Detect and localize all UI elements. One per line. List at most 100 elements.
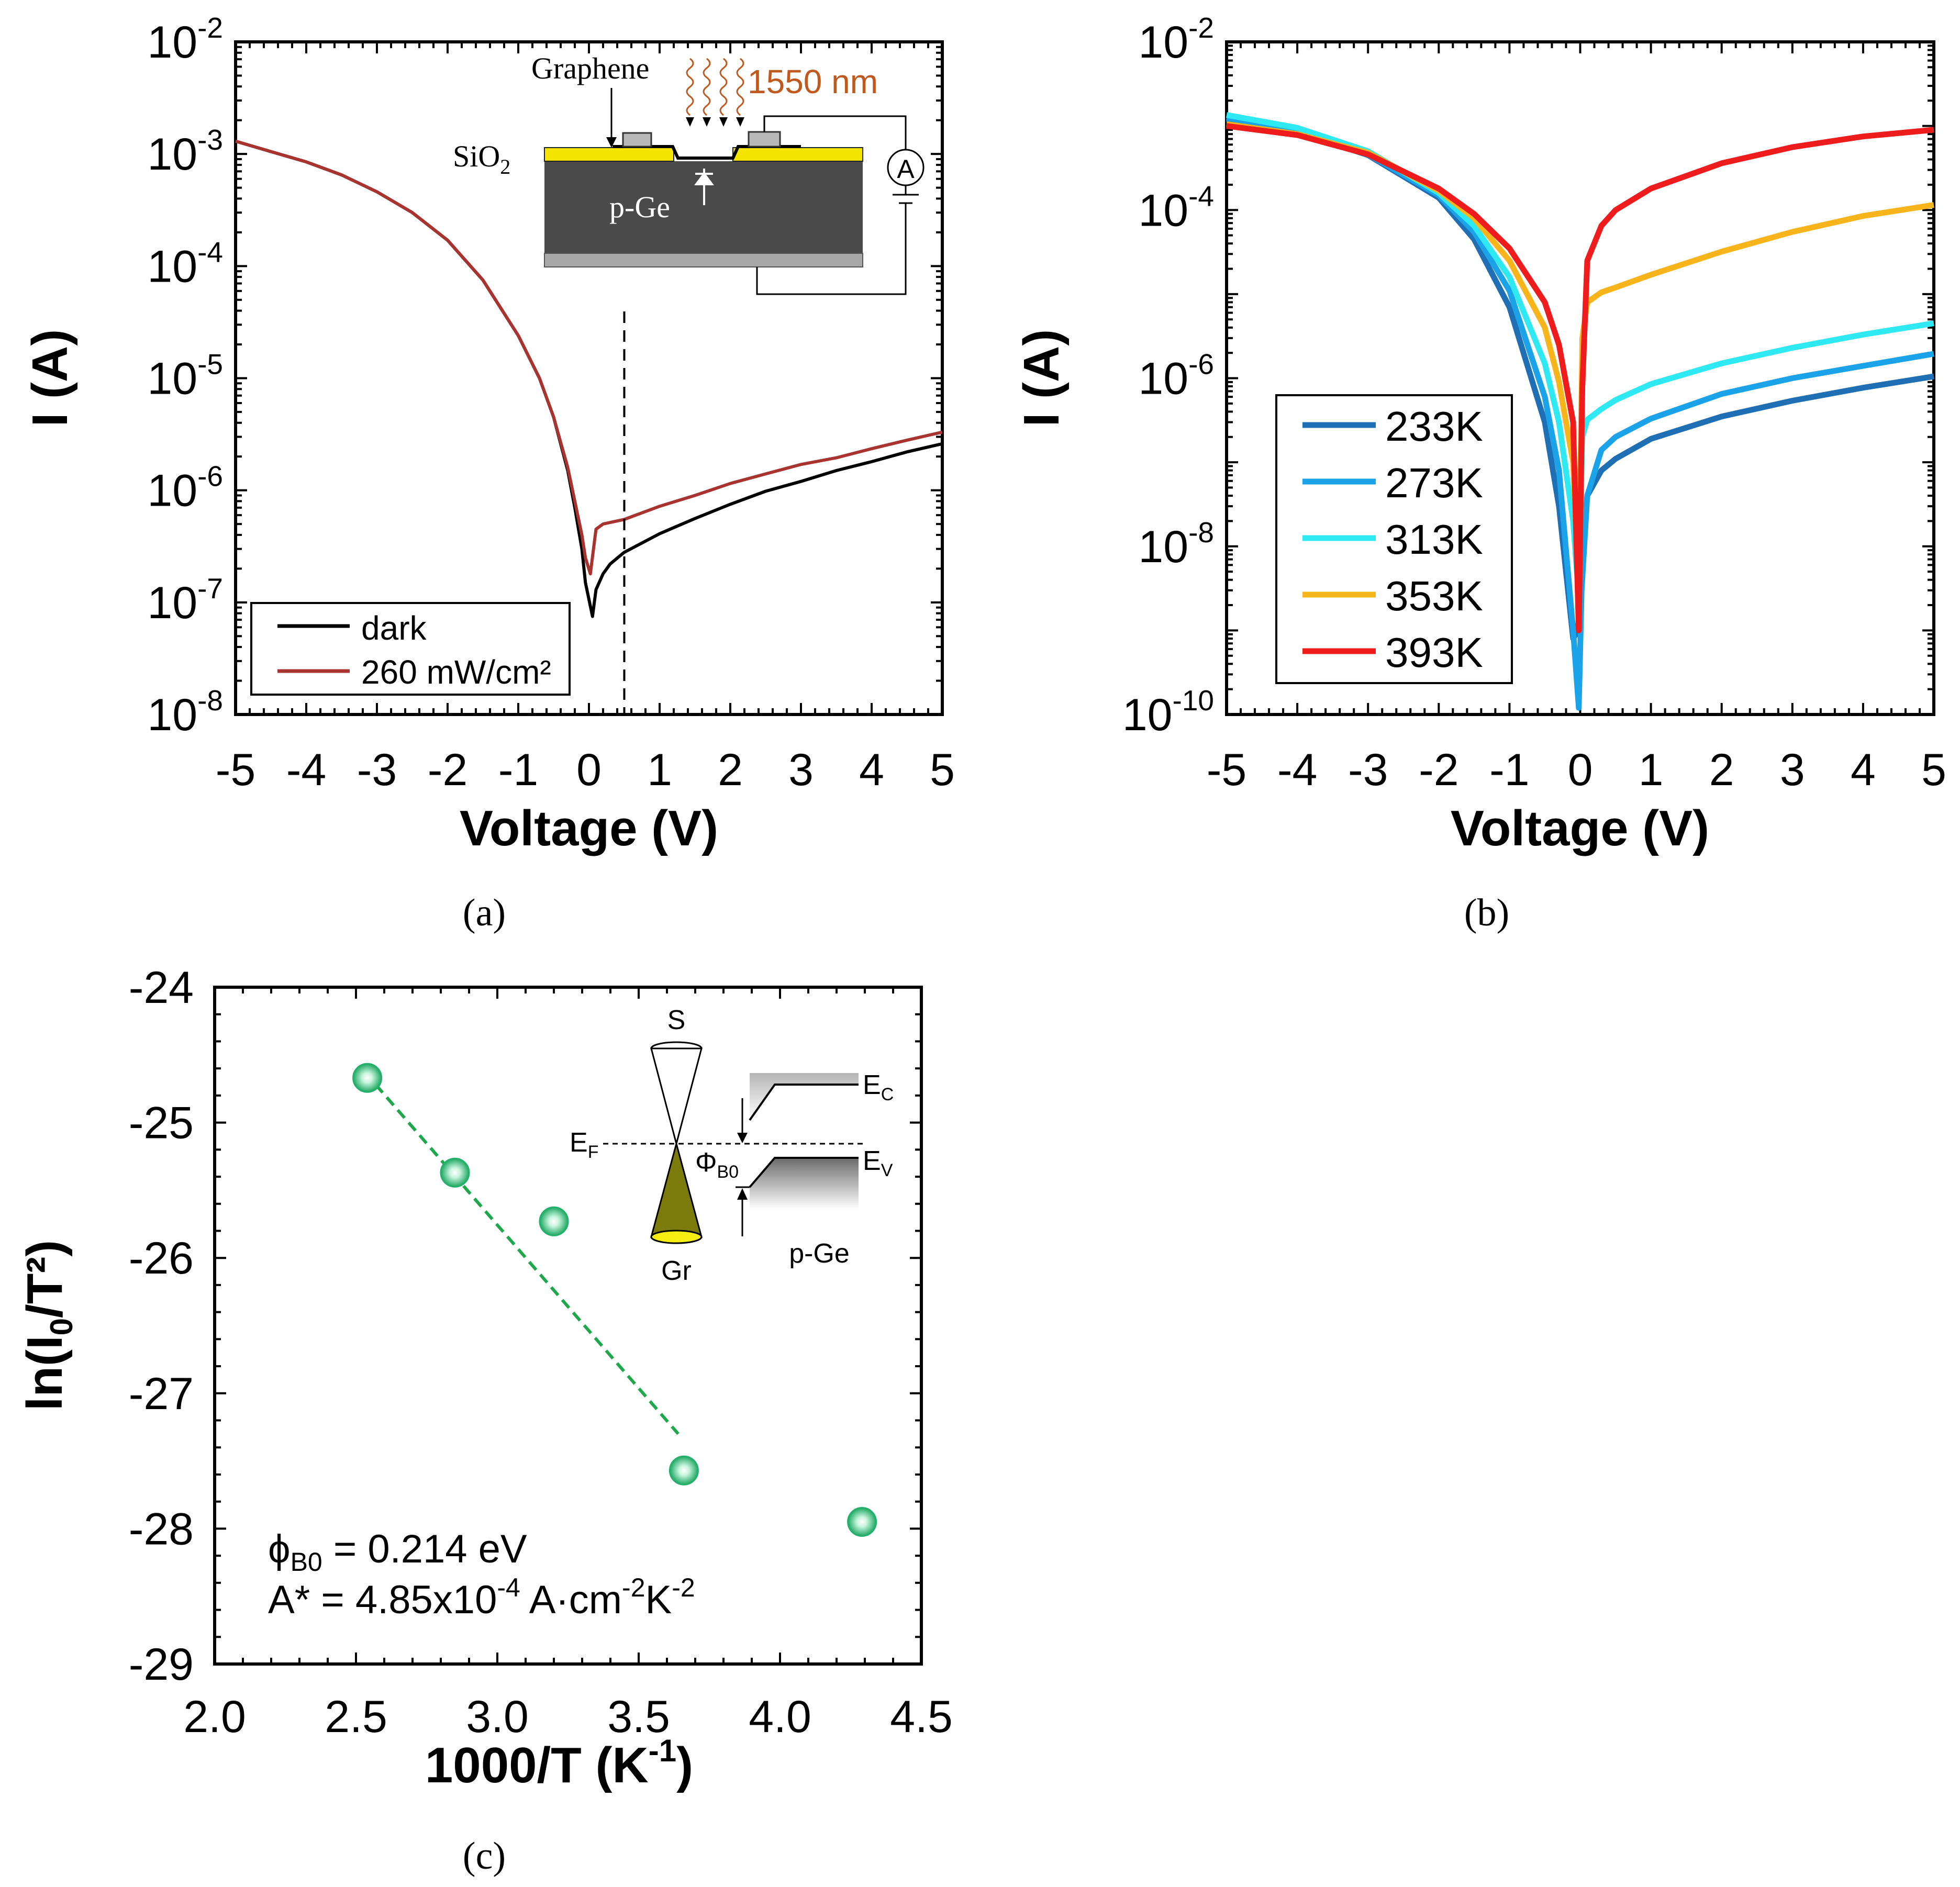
richardson-constant-text: A* = 4.85x10-4 A·cm-2K-2 (268, 1573, 695, 1622)
legend-label-313k: 313K (1385, 516, 1483, 563)
data-point (539, 1206, 569, 1236)
series-line-393k (1226, 123, 1934, 633)
panel-a-ytick-label: 10-5 (147, 348, 223, 404)
panel-a-xlabel: Voltage (V) (460, 800, 718, 856)
inset-s-label: S (667, 1005, 686, 1035)
xtick-label: -1 (498, 745, 538, 795)
xtick-label: 1 (1639, 745, 1664, 795)
legend-label-273k: 273K (1385, 460, 1483, 506)
xtick-label: 5 (1921, 745, 1946, 795)
panel-c-frame (213, 986, 923, 1666)
diode-symbol (694, 169, 714, 205)
ytick-label: -25 (129, 1098, 194, 1148)
inset-ev-label: EV (863, 1146, 893, 1180)
panel-b-ytick-label: 10-10 (1122, 684, 1214, 740)
graphene-pointer-head (606, 137, 617, 148)
panel-c-xtick-labels: 2.0 2.5 3.0 3.5 4.0 4.5 (183, 1692, 953, 1742)
panel-a-legend-box (250, 602, 571, 696)
xtick-label: -2 (428, 745, 467, 795)
xtick-label: -4 (286, 745, 326, 795)
light-arrows (686, 117, 744, 127)
ytick-label: -28 (129, 1504, 194, 1554)
legend-label-393k: 393K (1385, 629, 1483, 676)
ytick-label: -29 (129, 1639, 194, 1690)
lower-dirac-cone (650, 1141, 703, 1238)
xtick-label: 2 (718, 745, 743, 795)
panel-b-ytick-label: 10-2 (1138, 12, 1214, 68)
panel-c: -24 -25 -26 -27 -28 -29 2.0 2.5 3.0 3.5 4.0 4.5 10… (17, 963, 953, 1878)
xtick-label: 0 (576, 745, 602, 795)
measurement-circuit (756, 115, 919, 295)
xtick-label: 4 (859, 745, 884, 795)
band-diagram-inset: S Gr EF EC EV ΦB0 p-Ge (570, 1005, 894, 1286)
panel-a-ytick-label: 10-3 (147, 124, 223, 180)
panel-b: 10-2 10-4 10-6 10-8 10-10 -5 -4 -3 -2 -1 0 1 2 3… (1014, 12, 1946, 934)
inset-p-ge-label: p-Ge (609, 190, 670, 224)
xtick-label: -2 (1419, 745, 1458, 795)
data-point (669, 1455, 699, 1486)
panel-a-ytick-label: 10-6 (147, 460, 223, 516)
xtick-label: 3 (788, 745, 814, 795)
xtick-label: 2 (1709, 745, 1734, 795)
panel-a-series (235, 139, 943, 618)
ammeter-label: A (897, 154, 915, 184)
panel-b-caption: (b) (1464, 891, 1509, 934)
panel-a-frame (234, 40, 944, 716)
panel-a-caption: (a) (463, 891, 506, 934)
barrier-arrow-top-head (737, 1133, 748, 1143)
panel-b-series (1226, 112, 1934, 711)
xtick-label: -4 (1277, 745, 1317, 795)
xtick-label: -3 (357, 745, 397, 795)
xtick-label: 2.0 (183, 1692, 246, 1742)
xtick-label: 0 (1568, 745, 1593, 795)
panel-a-ytick-label: 10-7 (147, 572, 223, 628)
panel-a-xtick-labels: -5 -4 -3 -2 -1 0 1 2 3 4 5 (216, 745, 955, 795)
xtick-label: 5 (930, 745, 955, 795)
data-point (847, 1506, 877, 1537)
barrier-arrow-bottom-head (737, 1188, 748, 1200)
panel-c-ytick-labels: -24 -25 -26 -27 -28 -29 (129, 963, 194, 1690)
sio2-right (732, 147, 863, 162)
xtick-label: 2.5 (325, 1692, 387, 1742)
data-point (352, 1063, 383, 1093)
xtick-label: 4 (1851, 745, 1876, 795)
panel-a-ytick-labels: 10-2 10-3 10-4 10-5 10-6 10-7 10-8 (147, 12, 223, 740)
inset-graphene-label: Graphene (531, 51, 649, 85)
panel-b-ytick-label: 10-4 (1138, 180, 1214, 236)
inset-phi-label: ΦB0 (695, 1147, 739, 1182)
upper-dirac-cone (650, 1047, 703, 1147)
legend-label-illuminated: 260 mW/cm² (361, 653, 551, 691)
light-wave-icon (686, 58, 744, 116)
panel-c-ylabel: ln(I0/T²) (17, 1240, 79, 1411)
xtick-label: 4.0 (749, 1692, 811, 1742)
inset-gr-label: Gr (661, 1256, 692, 1286)
legend-label-233k: 233K (1385, 403, 1483, 450)
panel-c-fit-line (374, 1084, 680, 1435)
xtick-label: -1 (1489, 745, 1529, 795)
panel-a-ytick-label: 10-2 (147, 12, 223, 68)
ammeter-icon (887, 149, 925, 186)
left-electrode (622, 132, 652, 148)
panel-b-ytick-labels: 10-2 10-4 10-6 10-8 10-10 (1122, 12, 1214, 740)
xtick-label: -5 (216, 745, 255, 795)
panel-c-points (352, 1063, 877, 1537)
xtick-label: 4.5 (890, 1692, 953, 1742)
sio2-left (544, 147, 674, 162)
valence-band-edge (749, 1157, 859, 1188)
conduction-band-edge (749, 1084, 859, 1121)
panel-a-legend: dark 260 mW/cm² (250, 602, 571, 696)
panel-b-xtick-labels: -5 -4 -3 -2 -1 0 1 2 3 4 5 (1207, 745, 1946, 795)
inset-ec-label: EC (863, 1070, 894, 1104)
inset-ef-label: EF (570, 1127, 598, 1162)
panel-b-ytick-label: 10-8 (1138, 516, 1214, 572)
xtick-label: 3.0 (466, 1692, 529, 1742)
lower-cone-base (650, 1230, 703, 1244)
panel-b-ytick-label: 10-6 (1138, 348, 1214, 404)
inset-wavelength-label: 1550 nm (748, 63, 878, 101)
xtick-label: 1 (647, 745, 672, 795)
series-line-260-mw-cm- (235, 139, 943, 576)
panel-c-annotation: ϕB0 = 0.214 eV A* = 4.85x10-4 A·cm-2K-2 (268, 1527, 695, 1622)
device-schematic-inset: p-Ge SiO2 Graphene 1550 nm (453, 51, 925, 295)
panel-a-ytick-label: 10-4 (147, 236, 223, 292)
